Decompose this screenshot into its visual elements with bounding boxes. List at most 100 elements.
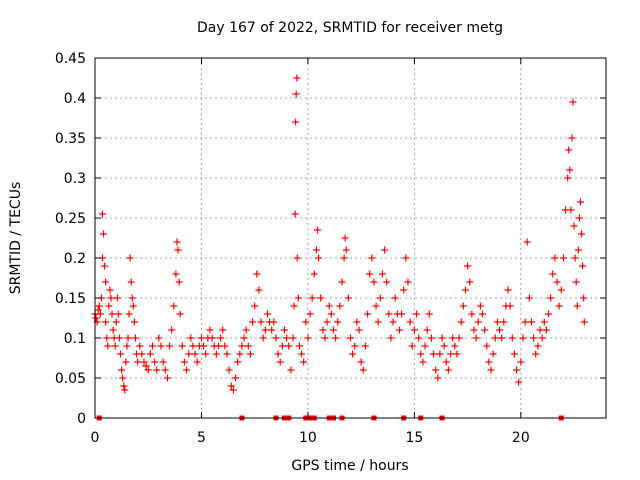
y-tick-label: 0.35	[55, 131, 86, 147]
data-point	[540, 318, 548, 326]
data-point	[197, 334, 205, 342]
data-point	[131, 334, 139, 342]
data-point	[295, 342, 303, 350]
data-point	[410, 326, 418, 334]
data-point	[120, 382, 128, 390]
grid	[95, 58, 606, 418]
data-point	[144, 366, 152, 374]
data-point	[308, 294, 316, 302]
data-point	[464, 262, 472, 270]
data-point	[487, 366, 495, 374]
data-point	[383, 278, 391, 286]
data-point	[219, 326, 227, 334]
data-point	[105, 302, 113, 310]
data-point	[178, 342, 186, 350]
data-point	[261, 326, 269, 334]
data-point	[347, 334, 354, 342]
data-point	[183, 366, 191, 374]
data-point	[567, 206, 575, 214]
data-point	[244, 342, 252, 350]
data-point	[508, 334, 516, 342]
data-point	[200, 342, 208, 350]
data-point	[555, 302, 563, 310]
data-point	[574, 246, 582, 254]
data-point	[134, 358, 142, 366]
data-point	[391, 294, 399, 302]
data-point	[400, 286, 408, 294]
data-point	[285, 342, 293, 350]
data-point	[361, 342, 369, 350]
data-point	[506, 302, 514, 310]
data-point	[148, 342, 156, 350]
data-point	[206, 326, 214, 334]
data-point	[449, 334, 457, 342]
data-point	[128, 294, 136, 302]
data-point	[427, 334, 435, 342]
data-point	[193, 358, 201, 366]
data-point	[157, 342, 165, 350]
data-point	[351, 342, 359, 350]
data-point	[325, 302, 333, 310]
x-tick-label: 0	[91, 430, 100, 446]
data-point	[312, 246, 320, 254]
data-point	[172, 270, 180, 278]
data-point	[436, 350, 444, 358]
data-point	[338, 278, 346, 286]
data-point	[126, 254, 134, 262]
data-point	[395, 326, 403, 334]
data-point	[113, 294, 121, 302]
data-point	[96, 310, 104, 318]
data-point	[425, 310, 433, 318]
data-point	[123, 342, 131, 350]
data-point	[564, 174, 572, 182]
data-point	[117, 350, 125, 358]
data-point	[121, 386, 129, 394]
data-point	[229, 386, 237, 394]
y-tick-label: 0.45	[55, 51, 86, 67]
data-point	[530, 334, 538, 342]
data-point	[344, 294, 352, 302]
data-point	[112, 318, 120, 326]
data-point	[300, 358, 308, 366]
data-point	[472, 334, 480, 342]
data-point	[114, 310, 122, 318]
data-point	[107, 294, 115, 302]
data-point	[376, 294, 384, 302]
data-point	[319, 326, 327, 334]
data-point	[378, 270, 386, 278]
data-point	[315, 254, 323, 262]
y-tick-label: 0	[77, 411, 86, 427]
data-point	[353, 318, 361, 326]
data-point	[327, 310, 335, 318]
data-point	[189, 342, 197, 350]
y-tick-label: 0.25	[55, 211, 86, 227]
data-point	[402, 254, 410, 262]
y-tick-label: 0.4	[64, 91, 86, 107]
data-point	[451, 342, 459, 350]
data-point	[579, 262, 587, 270]
data-point	[483, 342, 491, 350]
data-point	[102, 278, 110, 286]
data-point	[310, 270, 318, 278]
data-point	[278, 342, 286, 350]
data-point	[493, 318, 501, 326]
data-point	[293, 74, 301, 82]
data-point	[161, 366, 169, 374]
data-point	[155, 334, 163, 342]
x-axis-label: GPS time / hours	[291, 458, 408, 474]
data-point	[187, 334, 195, 342]
data-point	[221, 342, 229, 350]
data-point	[146, 350, 154, 358]
data-point	[578, 230, 586, 238]
data-point	[517, 358, 525, 366]
data-point	[106, 286, 114, 294]
data-point	[108, 310, 116, 318]
data-point	[419, 358, 427, 366]
data-point	[332, 334, 340, 342]
data-point	[532, 350, 540, 358]
data-point	[442, 358, 450, 366]
data-point	[103, 334, 111, 342]
data-point	[212, 350, 220, 358]
